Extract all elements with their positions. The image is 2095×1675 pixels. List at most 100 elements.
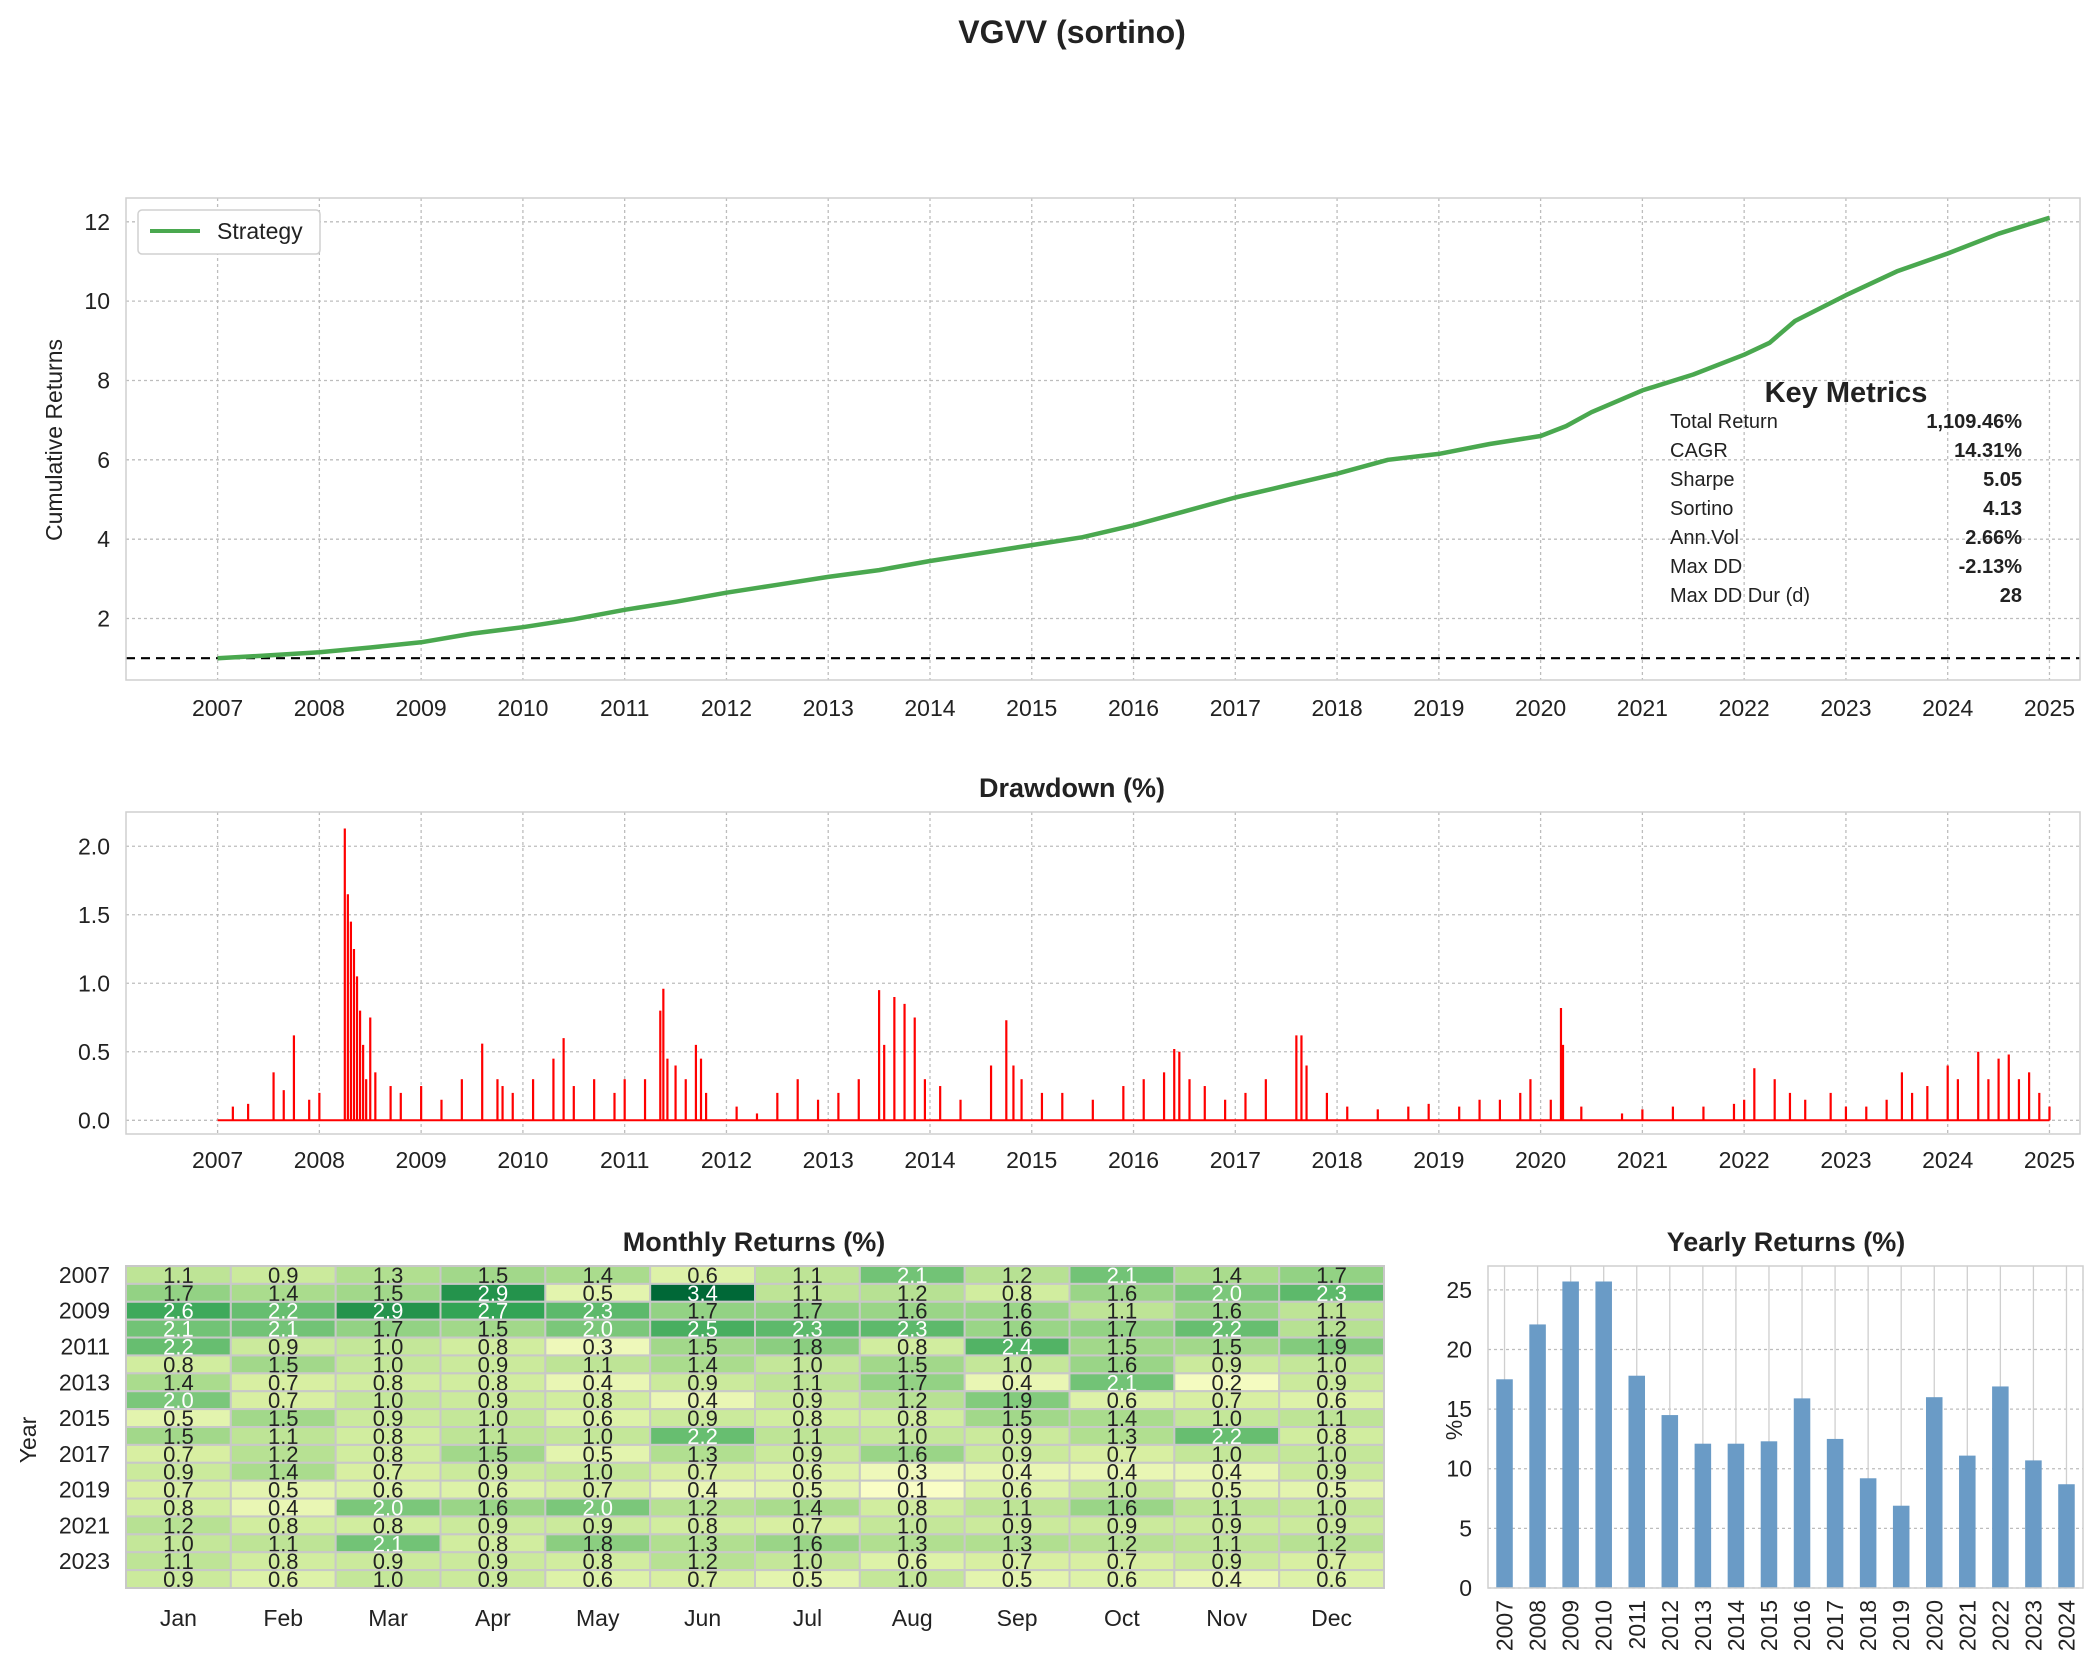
drawdown-y-tick-label: 1.5	[78, 902, 110, 928]
heatmap-month-label: Apr	[475, 1605, 511, 1631]
key-metric-label: Max DD	[1670, 556, 1742, 578]
key-metrics-title: Key Metrics	[1765, 377, 1928, 409]
yearly-bar	[1595, 1281, 1612, 1588]
yearly-bar	[1661, 1415, 1679, 1588]
drawdown-x-tick-label: 2009	[396, 1147, 447, 1173]
cumulative-x-tick-label: 2009	[396, 695, 447, 721]
cumulative-returns-chart: Cumulative Returns 2007 2008 2009 2010 2011 2…	[41, 197, 2081, 721]
yearly-x-tick-label: 2020	[1921, 1600, 1947, 1651]
cumulative-y-tick-label: 2	[97, 606, 110, 632]
monthly-y-axis-label: Year	[15, 1416, 41, 1463]
key-metric-label: Total Return	[1670, 411, 1778, 433]
cumulative-y-tick-label: 12	[84, 209, 110, 235]
monthly-returns-heatmap: Monthly Returns (%) Year 1.1 0.9 1.3 1.5 1.4…	[15, 1227, 1385, 1631]
heatmap-month-label: Dec	[1311, 1605, 1352, 1631]
yearly-bar	[1959, 1455, 1976, 1588]
heatmap-month-label: Mar	[368, 1605, 408, 1631]
yearly-y-tick-label: 5	[1459, 1515, 1472, 1541]
heatmap-cell-value: 0.6	[268, 1567, 299, 1592]
heatmap-year-label: 2021	[59, 1512, 110, 1538]
drawdown-x-tick-label: 2014	[904, 1147, 955, 1173]
heatmap-month-label: Nov	[1206, 1605, 1247, 1631]
yearly-bar	[1628, 1375, 1646, 1588]
drawdown-x-tick-label: 2010	[497, 1147, 548, 1173]
heatmap-year-label: 2017	[59, 1441, 110, 1467]
yearly-bar	[1562, 1281, 1579, 1588]
cumulative-x-tick-label: 2012	[701, 695, 752, 721]
yearly-y-tick-label: 25	[1446, 1277, 1472, 1303]
cumulative-y-axis-label: Cumulative Returns	[41, 339, 67, 541]
heatmap-month-label: Oct	[1104, 1605, 1140, 1631]
key-metrics-panel: Key Metrics Total Return 1,109.46% CAGR 14.…	[1670, 377, 2022, 607]
strategy-series-line	[217, 215, 2051, 661]
heatmap-cell-value: 0.5	[1002, 1567, 1033, 1592]
heatmap-cell	[1278, 1569, 1385, 1589]
yearly-x-tick-label: 2008	[1525, 1600, 1551, 1651]
yearly-y-tick-label: 0	[1459, 1575, 1472, 1601]
key-metric-label: Ann.Vol	[1670, 527, 1739, 549]
drawdown-y-tick-label: 0.5	[78, 1039, 110, 1065]
heatmap-cell-value: 0.6	[1107, 1567, 1138, 1592]
heatmap-year-label: 2023	[59, 1548, 110, 1574]
key-metric-value: 4.13	[1983, 498, 2022, 520]
key-metric-label: CAGR	[1670, 440, 1728, 462]
yearly-x-tick-label: 2013	[1690, 1600, 1716, 1651]
heatmap-year-label: 2011	[61, 1334, 110, 1360]
drawdown-x-tick-label: 2018	[1311, 1147, 1362, 1173]
yearly-bar	[2025, 1460, 2042, 1588]
yearly-bar	[1793, 1398, 1811, 1588]
yearly-x-tick-label: 2009	[1558, 1600, 1584, 1651]
cumulative-y-tick-label: 10	[84, 288, 110, 314]
yearly-x-tick-label: 2024	[2053, 1600, 2079, 1651]
drawdown-title: Drawdown (%)	[979, 773, 1165, 803]
cumulative-x-tick-label: 2010	[497, 695, 548, 721]
yearly-plot-frame	[1487, 1265, 2084, 1589]
yearly-bar	[1826, 1438, 1844, 1588]
yearly-bar	[1892, 1505, 1910, 1588]
cumulative-x-tick-label: 2014	[904, 695, 955, 721]
heatmap-cell-value: 0.9	[163, 1567, 194, 1592]
yearly-y-axis-label: %	[1441, 1420, 1467, 1440]
cumulative-x-tick-label: 2025	[2024, 695, 2075, 721]
heatmap-cell-value: 0.5	[792, 1567, 823, 1592]
drawdown-x-tick-label: 2007	[192, 1147, 243, 1173]
drawdown-x-tick-label: 2016	[1108, 1147, 1159, 1173]
cumulative-x-tick-label: 2021	[1617, 695, 1668, 721]
cumulative-x-tick-label: 2024	[1922, 695, 1973, 721]
cumulative-x-tick-label: 2018	[1311, 695, 1362, 721]
key-metric-value: 2.66%	[1965, 527, 2022, 549]
drawdown-x-tick-label: 2025	[2024, 1147, 2075, 1173]
drawdown-x-tick-label: 2017	[1210, 1147, 1261, 1173]
heatmap-cell-value: 0.7	[687, 1567, 718, 1592]
yearly-bar	[2058, 1484, 2075, 1588]
drawdown-x-tick-label: 2012	[701, 1147, 752, 1173]
key-metric-label: Max DD Dur (d)	[1670, 585, 1810, 607]
yearly-x-tick-label: 2017	[1822, 1600, 1848, 1651]
key-metric-value: -2.13%	[1959, 556, 2023, 578]
yearly-bar	[1529, 1324, 1546, 1588]
yearly-bar	[1992, 1386, 2009, 1588]
yearly-x-tick-label: 2011	[1624, 1600, 1650, 1649]
drawdown-x-tick-label: 2020	[1515, 1147, 1566, 1173]
heatmap-month-label: May	[576, 1605, 620, 1631]
yearly-x-tick-label: 2010	[1591, 1600, 1617, 1651]
key-metric-value: 1,109.46%	[1926, 411, 2022, 433]
monthly-returns-title: Monthly Returns (%)	[623, 1227, 886, 1257]
heatmap-cell-value: 0.6	[582, 1567, 613, 1592]
yearly-x-tick-label: 2021	[1954, 1600, 1980, 1651]
heatmap-year-label: 2015	[59, 1405, 110, 1431]
legend-label-strategy: Strategy	[217, 218, 303, 244]
heatmap-cell-value: 1.0	[373, 1567, 404, 1592]
yearly-x-tick-label: 2019	[1888, 1600, 1914, 1651]
heatmap-month-label: Jul	[793, 1605, 822, 1631]
figure-title: VGVV (sortino)	[958, 14, 1186, 50]
yearly-x-tick-label: 2022	[1987, 1600, 2013, 1651]
heatmap-month-label: Aug	[892, 1605, 933, 1631]
drawdown-y-tick-label: 0.0	[78, 1107, 110, 1133]
yearly-returns-chart: Yearly Returns (%) % 0 5 10 15 20 25 2007 2008 2…	[1441, 1227, 2084, 1651]
heatmap-year-label: 2019	[59, 1477, 110, 1503]
key-metric-value: 5.05	[1983, 469, 2022, 491]
heatmap-cell-value: 0.9	[478, 1567, 509, 1592]
yearly-bar	[1925, 1397, 1943, 1588]
